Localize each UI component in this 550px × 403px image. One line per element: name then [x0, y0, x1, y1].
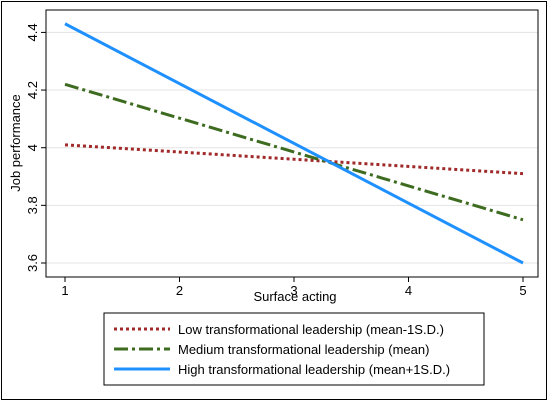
series-lines [64, 22, 524, 265]
y-tick-label: 4 [25, 144, 40, 151]
x-tick-label: 5 [519, 283, 526, 298]
series-high-line [64, 22, 524, 265]
legend-item-low: Low transformational leadership (mean-1S… [178, 322, 444, 337]
y-axis: 3.6 3.8 4 4.2 4.4 [25, 23, 46, 272]
y-tick-label: 3.8 [25, 196, 40, 214]
series-medium-line [64, 82, 524, 222]
y-axis-title: Job performance [8, 94, 23, 192]
x-tick-label: 1 [61, 283, 68, 298]
x-tick-label: 2 [176, 283, 183, 298]
gridlines [46, 31, 538, 264]
plot-area-border [45, 9, 539, 278]
legend-item-high: High transformational leadership (mean+1… [178, 362, 450, 377]
y-tick-label: 3.6 [25, 254, 40, 272]
x-tick-label: 4 [405, 283, 412, 298]
legend-item-medium: Medium transformational leadership (mean… [178, 342, 429, 357]
series-low-line [64, 143, 524, 176]
x-axis: 1 2 3 4 5 [61, 277, 527, 298]
y-tick-label: 4.2 [25, 81, 40, 99]
x-axis-title: Surface acting [253, 289, 336, 304]
y-tick-label: 4.4 [25, 23, 40, 41]
x-tick-label: 3 [290, 283, 297, 298]
legend: Low transformational leadership (mean-1S… [114, 322, 450, 377]
